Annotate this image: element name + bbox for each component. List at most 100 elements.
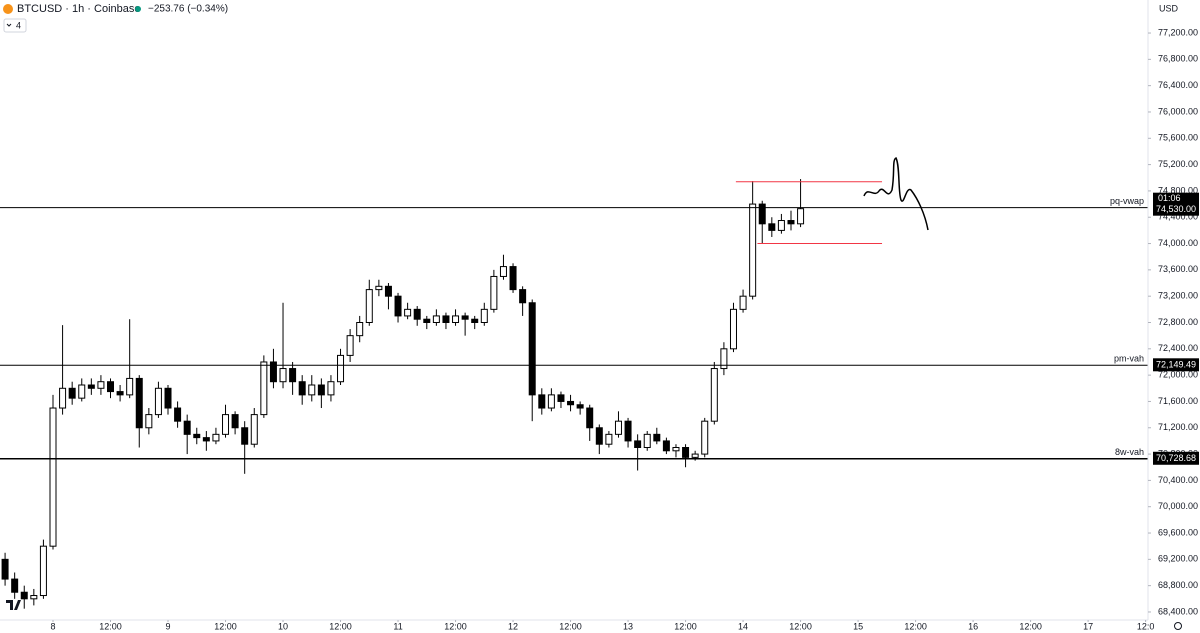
x-tick-label: 12:00 [904,621,927,631]
countdown: 01:06 [1158,193,1181,203]
candle-body [231,414,239,429]
candle-body [126,377,134,396]
candle-body [394,295,402,317]
candle-body [480,308,488,323]
candle-body [758,203,766,225]
candle-body [59,387,67,409]
candle-body [356,322,364,337]
candle-body [365,289,373,323]
candle-body [1,558,9,580]
candle-body [499,266,507,277]
x-tick-label: 12:00 [214,621,237,631]
y-tick-label: 74,000.00 [1158,238,1198,248]
x-tick-label: 12:00 [559,621,582,631]
level-tag [1153,451,1199,465]
candle-body [78,384,86,399]
y-tick-label: 69,200.00 [1158,554,1198,564]
y-tick-label: 76,800.00 [1158,54,1198,64]
x-tick-label: 12:00 [329,621,352,631]
x-tick-label: 10 [278,621,288,631]
candle-body [11,578,19,593]
candle-body [682,447,690,458]
y-tick-label: 77,200.00 [1158,27,1198,37]
candle-body [107,381,115,393]
x-tick-label: 14 [738,621,748,631]
x-tick-label: 17 [1083,621,1093,631]
y-tick-label: 74,800.00 [1158,185,1198,195]
candle-body [384,285,392,297]
candle-body [289,368,297,383]
candle-body [528,302,536,396]
candle-body [432,315,440,323]
y-tick-label: 68,800.00 [1158,580,1198,590]
currency[interactable]: USD [1159,3,1179,13]
x-tick-label: 8 [50,621,55,631]
chevron [6,23,12,27]
y-tick-label: 70,000.00 [1158,501,1198,511]
y-tick-label: 71,600.00 [1158,396,1198,406]
indicator-toggle[interactable] [3,18,27,33]
candle-body [346,335,354,356]
price-tag-box [1153,192,1199,216]
x-tick-label: 12:00 [1019,621,1042,631]
candle-body [452,315,460,323]
price-tag-label: 74,530.00 [1156,204,1196,214]
candle-body [614,420,622,435]
candle-body [595,427,603,445]
x-tick-label: 12 [508,621,518,631]
candle-body [250,414,258,445]
candle-body [691,453,699,458]
y-tick-label: 71,200.00 [1158,422,1198,432]
settings-icon[interactable] [1174,622,1182,630]
symbol[interactable]: BTCUSD · 1h · Coinbase [17,3,141,15]
x-tick-label: 12:00 [789,621,812,631]
change: −253.76 (−0.34%) [148,4,228,15]
symbol-icon [3,4,13,14]
x-tick-label: 12:0 [1137,621,1155,631]
x-tick-label: 11 [393,621,402,631]
candle-body [729,308,737,350]
level-name: pq-vwap [1110,196,1144,206]
candle-body [442,315,450,323]
x-tick-label: 13 [623,621,633,631]
candle-body [154,387,162,416]
candle-body [749,203,757,297]
candle-body [183,420,191,435]
candle-body [413,308,421,320]
y-tick-label: 69,600.00 [1158,527,1198,537]
candle-body [241,427,249,445]
candle-body [586,407,594,429]
candle-body [519,289,527,304]
candle-body [269,361,277,383]
y-tick-label: 76,400.00 [1158,80,1198,90]
y-tick-label: 68,400.00 [1158,606,1198,616]
x-tick-label: 12:00 [99,621,122,631]
level-tag-label: 72,149.49 [1156,360,1196,370]
candle-body [308,384,316,396]
x-tick-label: 9 [166,621,171,631]
candle-body [39,545,47,597]
candle-body [404,308,412,317]
level-tag-label: 70,728.68 [1156,453,1196,463]
y-tick-label: 72,400.00 [1158,343,1198,353]
candle-body [662,440,670,452]
candle-body [298,381,306,396]
candle-body [202,437,210,442]
candle-body [97,381,105,389]
y-tick-label: 75,200.00 [1158,159,1198,169]
candle-body [20,591,28,600]
candle-body [337,354,345,383]
candle-body [768,223,776,231]
candle-body [576,404,584,409]
candle-body [739,295,747,310]
y-tick-label: 73,600.00 [1158,264,1198,274]
y-tick-label: 75,600.00 [1158,133,1198,143]
candle-body [461,315,469,320]
candle-body [653,433,661,442]
candle-body [164,387,172,409]
candle-body [777,220,785,231]
candle-body [787,220,795,225]
candle-body [423,318,431,324]
